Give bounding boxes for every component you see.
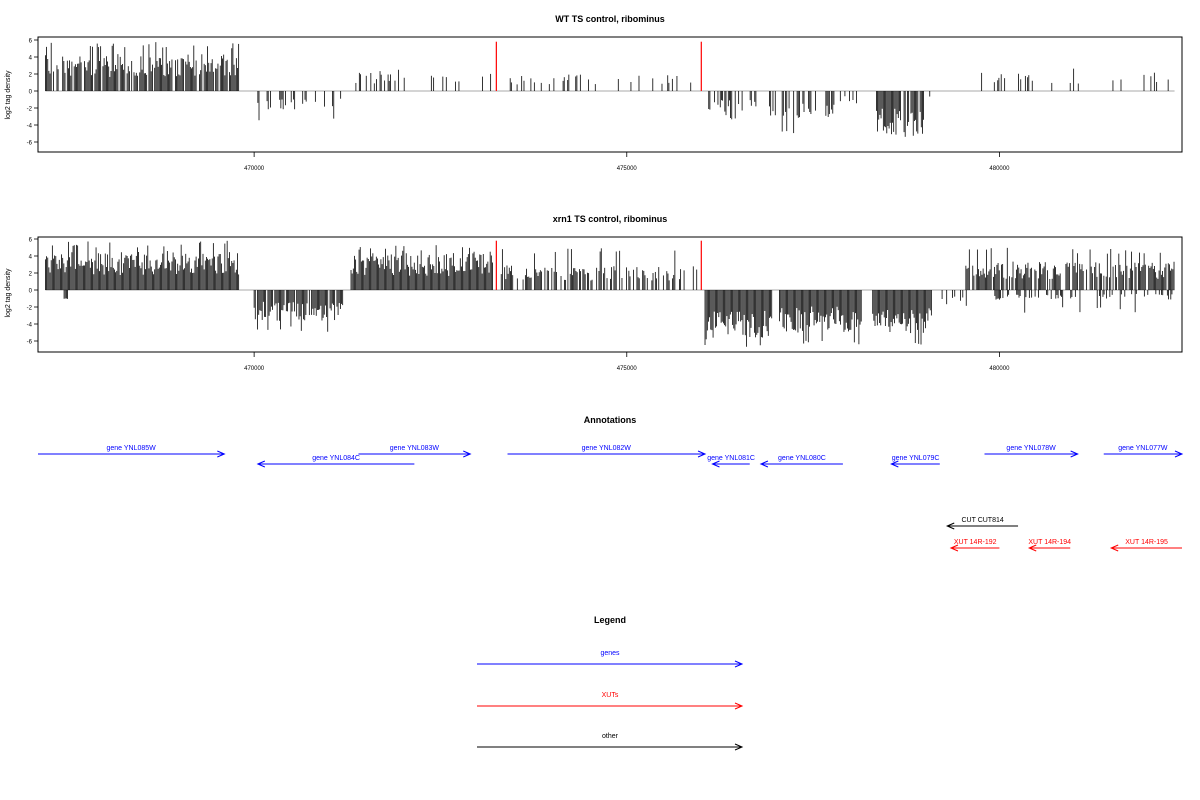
y-tick-label: -4 — [27, 323, 33, 329]
legend-title: Legend — [594, 615, 626, 625]
annotation-feature: gene YNL081C — [707, 455, 755, 468]
annotation-label: XUT 14R-194 — [1028, 539, 1071, 546]
y-tick-label: 0 — [29, 289, 33, 295]
bars — [45, 42, 1169, 137]
annotation-arrow-head — [759, 460, 769, 468]
y-tick-label: 6 — [29, 39, 33, 45]
x-tick-label: 475000 — [617, 366, 638, 372]
annotation-feature: XUT 14R-195 — [1109, 539, 1182, 552]
annotation-arrow-head — [711, 460, 720, 468]
annotation-label: gene YNL082W — [582, 445, 632, 452]
annotation-arrow-head — [945, 522, 955, 530]
annotation-feature: gene YNL077W — [1103, 445, 1184, 458]
y-tick-label: -6 — [27, 141, 33, 147]
x-tick-label: 470000 — [244, 166, 265, 172]
y-tick-label: -6 — [27, 340, 33, 346]
annotation-arrow-head — [463, 450, 472, 458]
annotation-label: gene YNL080C — [778, 455, 826, 462]
wt-panel-ylabel: log2 tag density — [5, 70, 12, 120]
annotation-label: XUT 14R-192 — [954, 539, 997, 546]
annotation-arrow-head — [256, 460, 266, 468]
annotation-label: gene YNL085W — [107, 445, 157, 452]
legend-label: other — [602, 733, 619, 740]
y-tick-label: -2 — [27, 107, 33, 113]
legend-arrow-head — [734, 660, 744, 668]
annotation-label: gene YNL078W — [1006, 445, 1056, 452]
legend-item: other — [477, 733, 744, 751]
annotation-arrow-head — [1070, 450, 1079, 458]
annotation-arrow-head — [1174, 450, 1184, 458]
bars — [45, 240, 1175, 347]
legend: Legend genes XUTs other — [477, 615, 744, 751]
annotation-feature: CUT CUT814 — [945, 517, 1019, 530]
x-tick-label: 470000 — [244, 366, 265, 372]
annotations-track: Annotations gene YNL085W gene YNL084C gene… — [38, 415, 1184, 552]
annotation-arrow-head — [949, 544, 959, 552]
annotation-feature: XUT 14R-192 — [949, 539, 1000, 552]
annotation-arrow-head — [890, 460, 899, 468]
annotation-label: gene YNL084C — [312, 455, 360, 462]
legend-label: XUTs — [602, 692, 619, 699]
annotation-arrow-head — [1027, 544, 1037, 552]
annotations-title: Annotations — [584, 415, 637, 425]
annotation-feature: XUT 14R-194 — [1027, 539, 1071, 552]
y-tick-label: 2 — [29, 73, 33, 79]
wt-panel: WT TS control, ribominus log2 tag densit… — [5, 14, 1183, 172]
annotation-label: gene YNL081C — [707, 455, 755, 462]
annotation-feature: gene YNL084C — [256, 455, 415, 468]
y-tick-label: 2 — [29, 272, 33, 278]
x-tick-label: 475000 — [617, 166, 638, 172]
y-tick-label: 4 — [29, 255, 33, 261]
y-tick-label: -2 — [27, 306, 33, 312]
legend-item: genes — [477, 650, 744, 668]
annotation-label: XUT 14R-195 — [1125, 539, 1168, 546]
y-tick-label: 6 — [29, 238, 33, 244]
annotation-feature: gene YNL080C — [759, 455, 843, 468]
annotation-feature: gene YNL078W — [984, 445, 1079, 458]
x-tick-label: 480000 — [989, 166, 1010, 172]
annotation-feature: gene YNL085W — [38, 445, 226, 458]
annotation-label: gene YNL083W — [390, 445, 440, 452]
annotation-arrow-head — [217, 450, 226, 458]
annotation-feature: gene YNL082W — [507, 445, 707, 458]
y-tick-label: 0 — [29, 90, 33, 96]
legend-label: genes — [600, 650, 620, 657]
legend-item: XUTs — [477, 692, 744, 710]
annotation-label: gene YNL079C — [892, 455, 940, 462]
legend-arrow-head — [734, 702, 744, 710]
xrn1-panel: xrn1 TS control, ribominus log2 tag dens… — [5, 214, 1183, 372]
legend-arrow-head — [734, 743, 744, 751]
annotation-feature: gene YNL083W — [358, 445, 472, 458]
x-tick-label: 480000 — [989, 366, 1010, 372]
xrn1-panel-title: xrn1 TS control, ribominus — [553, 214, 668, 224]
y-tick-label: 4 — [29, 56, 33, 62]
plot-frame — [37, 236, 1183, 353]
annotation-arrow-head — [697, 450, 707, 458]
annotation-feature: gene YNL079C — [890, 455, 940, 468]
xrn1-panel-ylabel: log2 tag density — [5, 268, 12, 318]
wt-panel-title: WT TS control, ribominus — [555, 14, 665, 24]
plot-frame — [37, 36, 1183, 153]
annotation-label: gene YNL077W — [1118, 445, 1168, 452]
annotation-label: CUT CUT814 — [961, 517, 1003, 524]
y-tick-label: -4 — [27, 124, 33, 130]
annotation-arrow-head — [1109, 544, 1119, 552]
